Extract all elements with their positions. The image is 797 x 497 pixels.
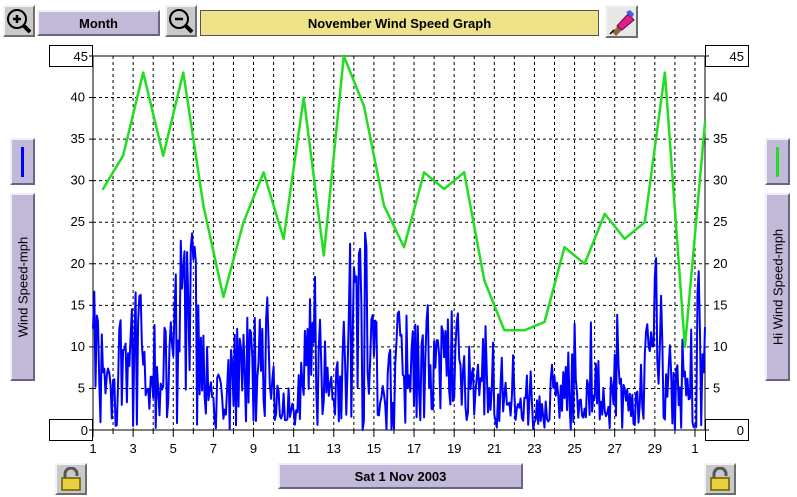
padlock-icon (59, 467, 83, 491)
x-tick-label: 27 (607, 441, 621, 456)
x-tick-label: 29 (648, 441, 662, 456)
x-tick-label: 7 (210, 441, 217, 456)
y-tick-label-left: 30 (71, 173, 85, 188)
hi-wind-speed-point (162, 155, 164, 157)
hi-wind-speed-point (644, 221, 646, 223)
hi-wind-speed-point (383, 204, 385, 206)
hi-wind-speed-point (403, 246, 405, 248)
y-tick-label-left: 25 (71, 214, 85, 229)
x-tick-label: 13 (327, 441, 341, 456)
y-tick-label-right: 5 (713, 380, 720, 395)
y-tick-label-right: 20 (713, 256, 727, 271)
hi-wind-speed-point (684, 346, 686, 348)
y-tick-label-right: 25 (713, 214, 727, 229)
y-tick-label-left: 20 (71, 256, 85, 271)
y-tick-label-left: 5 (78, 380, 85, 395)
y-tick-label-left: 15 (71, 297, 85, 312)
hi-wind-speed-point (543, 321, 545, 323)
hi-wind-speed-point (523, 329, 525, 331)
hi-wind-speed-point (323, 254, 325, 256)
y-tick-label-left: 40 (71, 90, 85, 105)
x-tick-label: 23 (527, 441, 541, 456)
padlock-icon (708, 467, 732, 491)
hi-wind-speed-point (624, 238, 626, 240)
x-tick-label: 11 (287, 441, 301, 456)
left-lock-button[interactable] (55, 463, 87, 495)
x-tick-label: 17 (407, 441, 421, 456)
y-tick-label-right: 40 (713, 90, 727, 105)
x-tick-label: 3 (130, 441, 137, 456)
x-tick-label: 25 (567, 441, 581, 456)
hi-wind-speed-point (664, 71, 666, 73)
hi-wind-speed-point (563, 246, 565, 248)
hi-wind-speed-point (363, 105, 365, 107)
x-tick-label: 19 (447, 441, 461, 456)
right-lock-button[interactable] (704, 463, 736, 495)
x-tick-label: 15 (367, 441, 381, 456)
hi-wind-speed-point (142, 71, 144, 73)
y-tick-label-right: 10 (713, 339, 727, 354)
hi-wind-speed-point (483, 279, 485, 281)
y-tick-label-right: 35 (713, 131, 727, 146)
hi-wind-speed-point (222, 296, 224, 298)
hi-wind-speed-point (704, 121, 706, 123)
hi-wind-speed-point (102, 188, 104, 190)
hi-wind-speed-point (262, 171, 264, 173)
x-tick-label: 21 (487, 441, 501, 456)
x-tick-label: 1 (691, 441, 698, 456)
hi-wind-speed-point (463, 171, 465, 173)
hi-wind-speed-point (182, 71, 184, 73)
y-tick-label-left: 35 (71, 131, 85, 146)
hi-wind-speed-point (503, 329, 505, 331)
hi-wind-speed-point (343, 55, 345, 57)
hi-wind-speed-point (443, 188, 445, 190)
hi-wind-speed-point (242, 221, 244, 223)
x-tick-label: 5 (170, 441, 177, 456)
y-tick-label-right: 15 (713, 297, 727, 312)
hi-wind-speed-point (603, 213, 605, 215)
hi-wind-speed-point (202, 204, 204, 206)
y-tick-label-right: 30 (713, 173, 727, 188)
hi-wind-speed-point (122, 155, 124, 157)
hi-wind-speed-point (423, 171, 425, 173)
x-tick-label: 1 (89, 441, 96, 456)
date-button[interactable]: Sat 1 Nov 2003 (278, 463, 523, 489)
hi-wind-speed-point (282, 238, 284, 240)
hi-wind-speed-point (583, 263, 585, 265)
hi-wind-speed-point (302, 96, 304, 98)
y-tick-label-left: 10 (71, 339, 85, 354)
x-tick-label: 9 (250, 441, 257, 456)
